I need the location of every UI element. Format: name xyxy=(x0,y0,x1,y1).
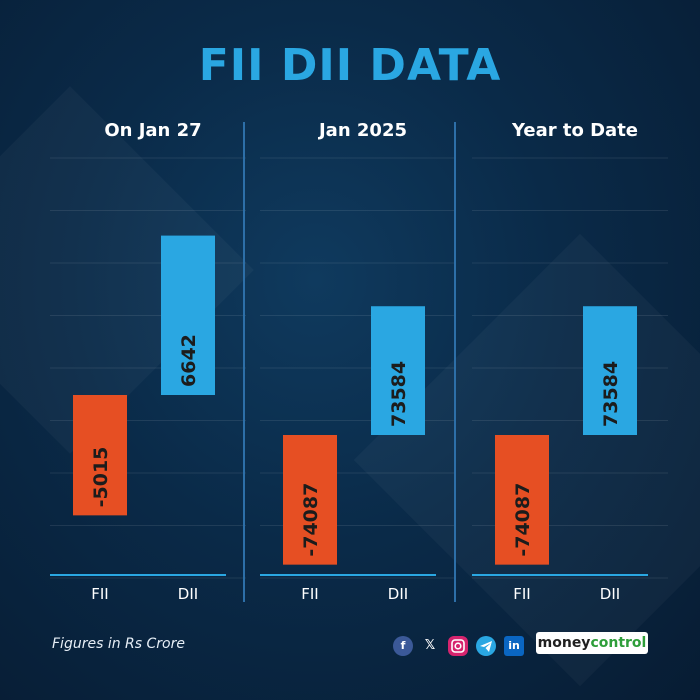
data-label: 73584 xyxy=(600,361,622,427)
bar-fii xyxy=(283,435,337,565)
chart-title: On Jan 27 xyxy=(104,120,202,141)
bar-dii xyxy=(583,306,637,435)
logo-part-1: money xyxy=(537,635,591,651)
facebook-icon[interactable]: f xyxy=(393,636,413,656)
x-tick-label: FII xyxy=(91,585,108,603)
bar-chart-2: -74087 FII 73584 DII xyxy=(260,157,456,603)
data-label: -74087 xyxy=(300,483,322,557)
x-tick-label: DII xyxy=(178,585,198,603)
x-icon[interactable]: 𝕏 xyxy=(424,638,436,653)
moneycontrol-logo[interactable]: moneycontrol xyxy=(536,632,648,654)
x-tick-label: DII xyxy=(600,585,620,603)
x-tick-label: DII xyxy=(388,585,408,603)
chart-title: Year to Date xyxy=(511,120,639,141)
data-label: -5015 xyxy=(90,447,112,508)
panel-divider xyxy=(454,122,456,602)
chart-panel-1: On Jan 27 -5015 FII 6642 DII xyxy=(48,115,258,615)
logo-part-2: control xyxy=(590,635,647,651)
x-tick-label: FII xyxy=(513,585,530,603)
data-label: 6642 xyxy=(178,334,200,387)
chart-panel-2: Jan 2025 -74087 FII 73584 DII xyxy=(258,115,468,615)
instagram-icon[interactable] xyxy=(448,636,468,656)
page-title: FII DII DATA xyxy=(198,40,502,91)
bar-dii xyxy=(371,306,425,435)
data-label: -74087 xyxy=(512,483,534,557)
footnote: Figures in Rs Crore xyxy=(52,636,185,652)
panel-divider xyxy=(243,122,245,602)
data-label: 73584 xyxy=(388,361,410,427)
telegram-icon[interactable] xyxy=(476,636,496,656)
linkedin-icon[interactable]: in xyxy=(504,636,524,656)
chart-panel-3: Year to Date -74087 FII 73584 DII xyxy=(470,115,680,615)
chart-title: Jan 2025 xyxy=(318,120,408,141)
bar-fii xyxy=(73,395,127,516)
bar-chart-3: -74087 FII 73584 DII xyxy=(472,157,668,603)
bar-dii xyxy=(161,235,215,395)
bar-chart-1: -5015 FII 6642 DII xyxy=(50,157,246,603)
bar-fii xyxy=(495,435,549,565)
x-tick-label: FII xyxy=(301,585,318,603)
